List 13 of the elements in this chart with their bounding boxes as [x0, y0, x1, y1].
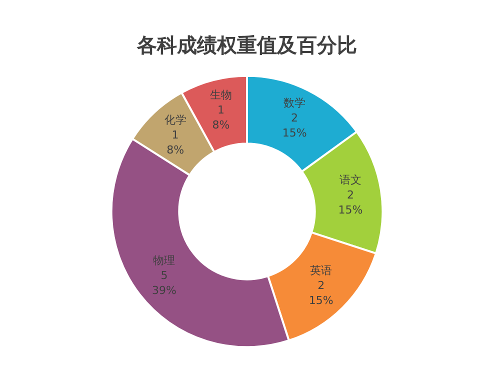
chart-title: 各科成绩权重值及百分比	[136, 33, 357, 57]
slice-label: 语文	[339, 174, 362, 187]
data-label: 1 8%	[166, 128, 184, 157]
slice-label: 英语	[310, 264, 332, 278]
data-label: 2 15%	[338, 188, 363, 217]
data-label: 2 15%	[308, 279, 334, 308]
slice-label: 生物	[210, 88, 232, 102]
data-label: 1 8%	[212, 104, 230, 132]
slice-label: 物理	[153, 254, 176, 268]
data-label: 2 15%	[282, 112, 307, 140]
slice-label: 化学	[164, 114, 186, 127]
data-label: 5 39%	[152, 269, 176, 298]
slice-label: 数学	[284, 96, 306, 110]
